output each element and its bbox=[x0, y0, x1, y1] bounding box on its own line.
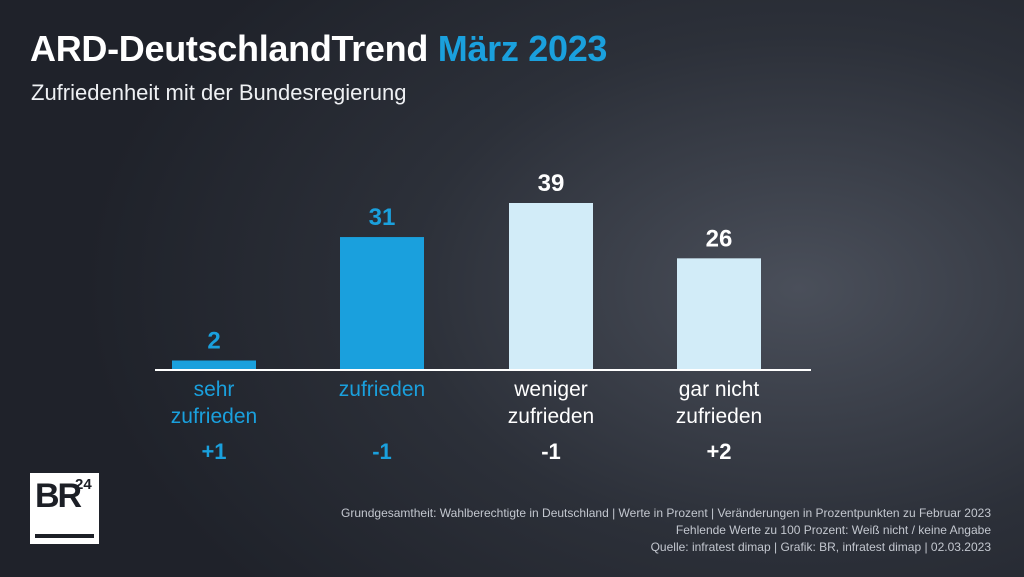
logo-text: BR bbox=[35, 477, 82, 515]
value-label: 39 bbox=[538, 170, 565, 197]
logo-underline bbox=[35, 534, 94, 538]
bar bbox=[677, 258, 761, 369]
category-label: zufrieden bbox=[171, 405, 257, 428]
change-label: +1 bbox=[201, 439, 226, 464]
change-label: +2 bbox=[706, 439, 731, 464]
bar bbox=[340, 237, 424, 369]
br24-logo: BR 24 bbox=[30, 473, 99, 544]
value-label: 31 bbox=[369, 204, 396, 231]
bar bbox=[509, 203, 593, 369]
category-label: zufrieden bbox=[676, 405, 762, 428]
value-label: 2 bbox=[207, 327, 220, 354]
title-accent: März 2023 bbox=[437, 28, 608, 69]
change-label: -1 bbox=[541, 439, 561, 464]
category-label: gar nicht bbox=[679, 378, 760, 401]
page-title: ARD-DeutschlandTrend März 2023 bbox=[30, 28, 607, 70]
title-main: ARD-DeutschlandTrend bbox=[30, 28, 429, 69]
logo-number: 24 bbox=[75, 476, 92, 493]
footer-line: Fehlende Werte zu 100 Prozent: Weiß nich… bbox=[675, 523, 991, 537]
footer-line: Quelle: infratest dimap | Grafik: BR, in… bbox=[650, 540, 991, 554]
category-label: sehr bbox=[194, 378, 235, 401]
change-label: -1 bbox=[372, 439, 392, 464]
page-subtitle: Zufriedenheit mit der Bundesregierung bbox=[31, 80, 407, 105]
category-label: weniger bbox=[513, 378, 588, 401]
footer-notes: Grundgesamtheit: Wahlberechtigte in Deut… bbox=[341, 505, 991, 556]
category-label: zufrieden bbox=[508, 405, 594, 428]
category-label: zufrieden bbox=[339, 378, 425, 401]
value-label: 26 bbox=[706, 225, 733, 252]
footer-line: Grundgesamtheit: Wahlberechtigte in Deut… bbox=[341, 506, 991, 520]
bar bbox=[172, 360, 256, 369]
